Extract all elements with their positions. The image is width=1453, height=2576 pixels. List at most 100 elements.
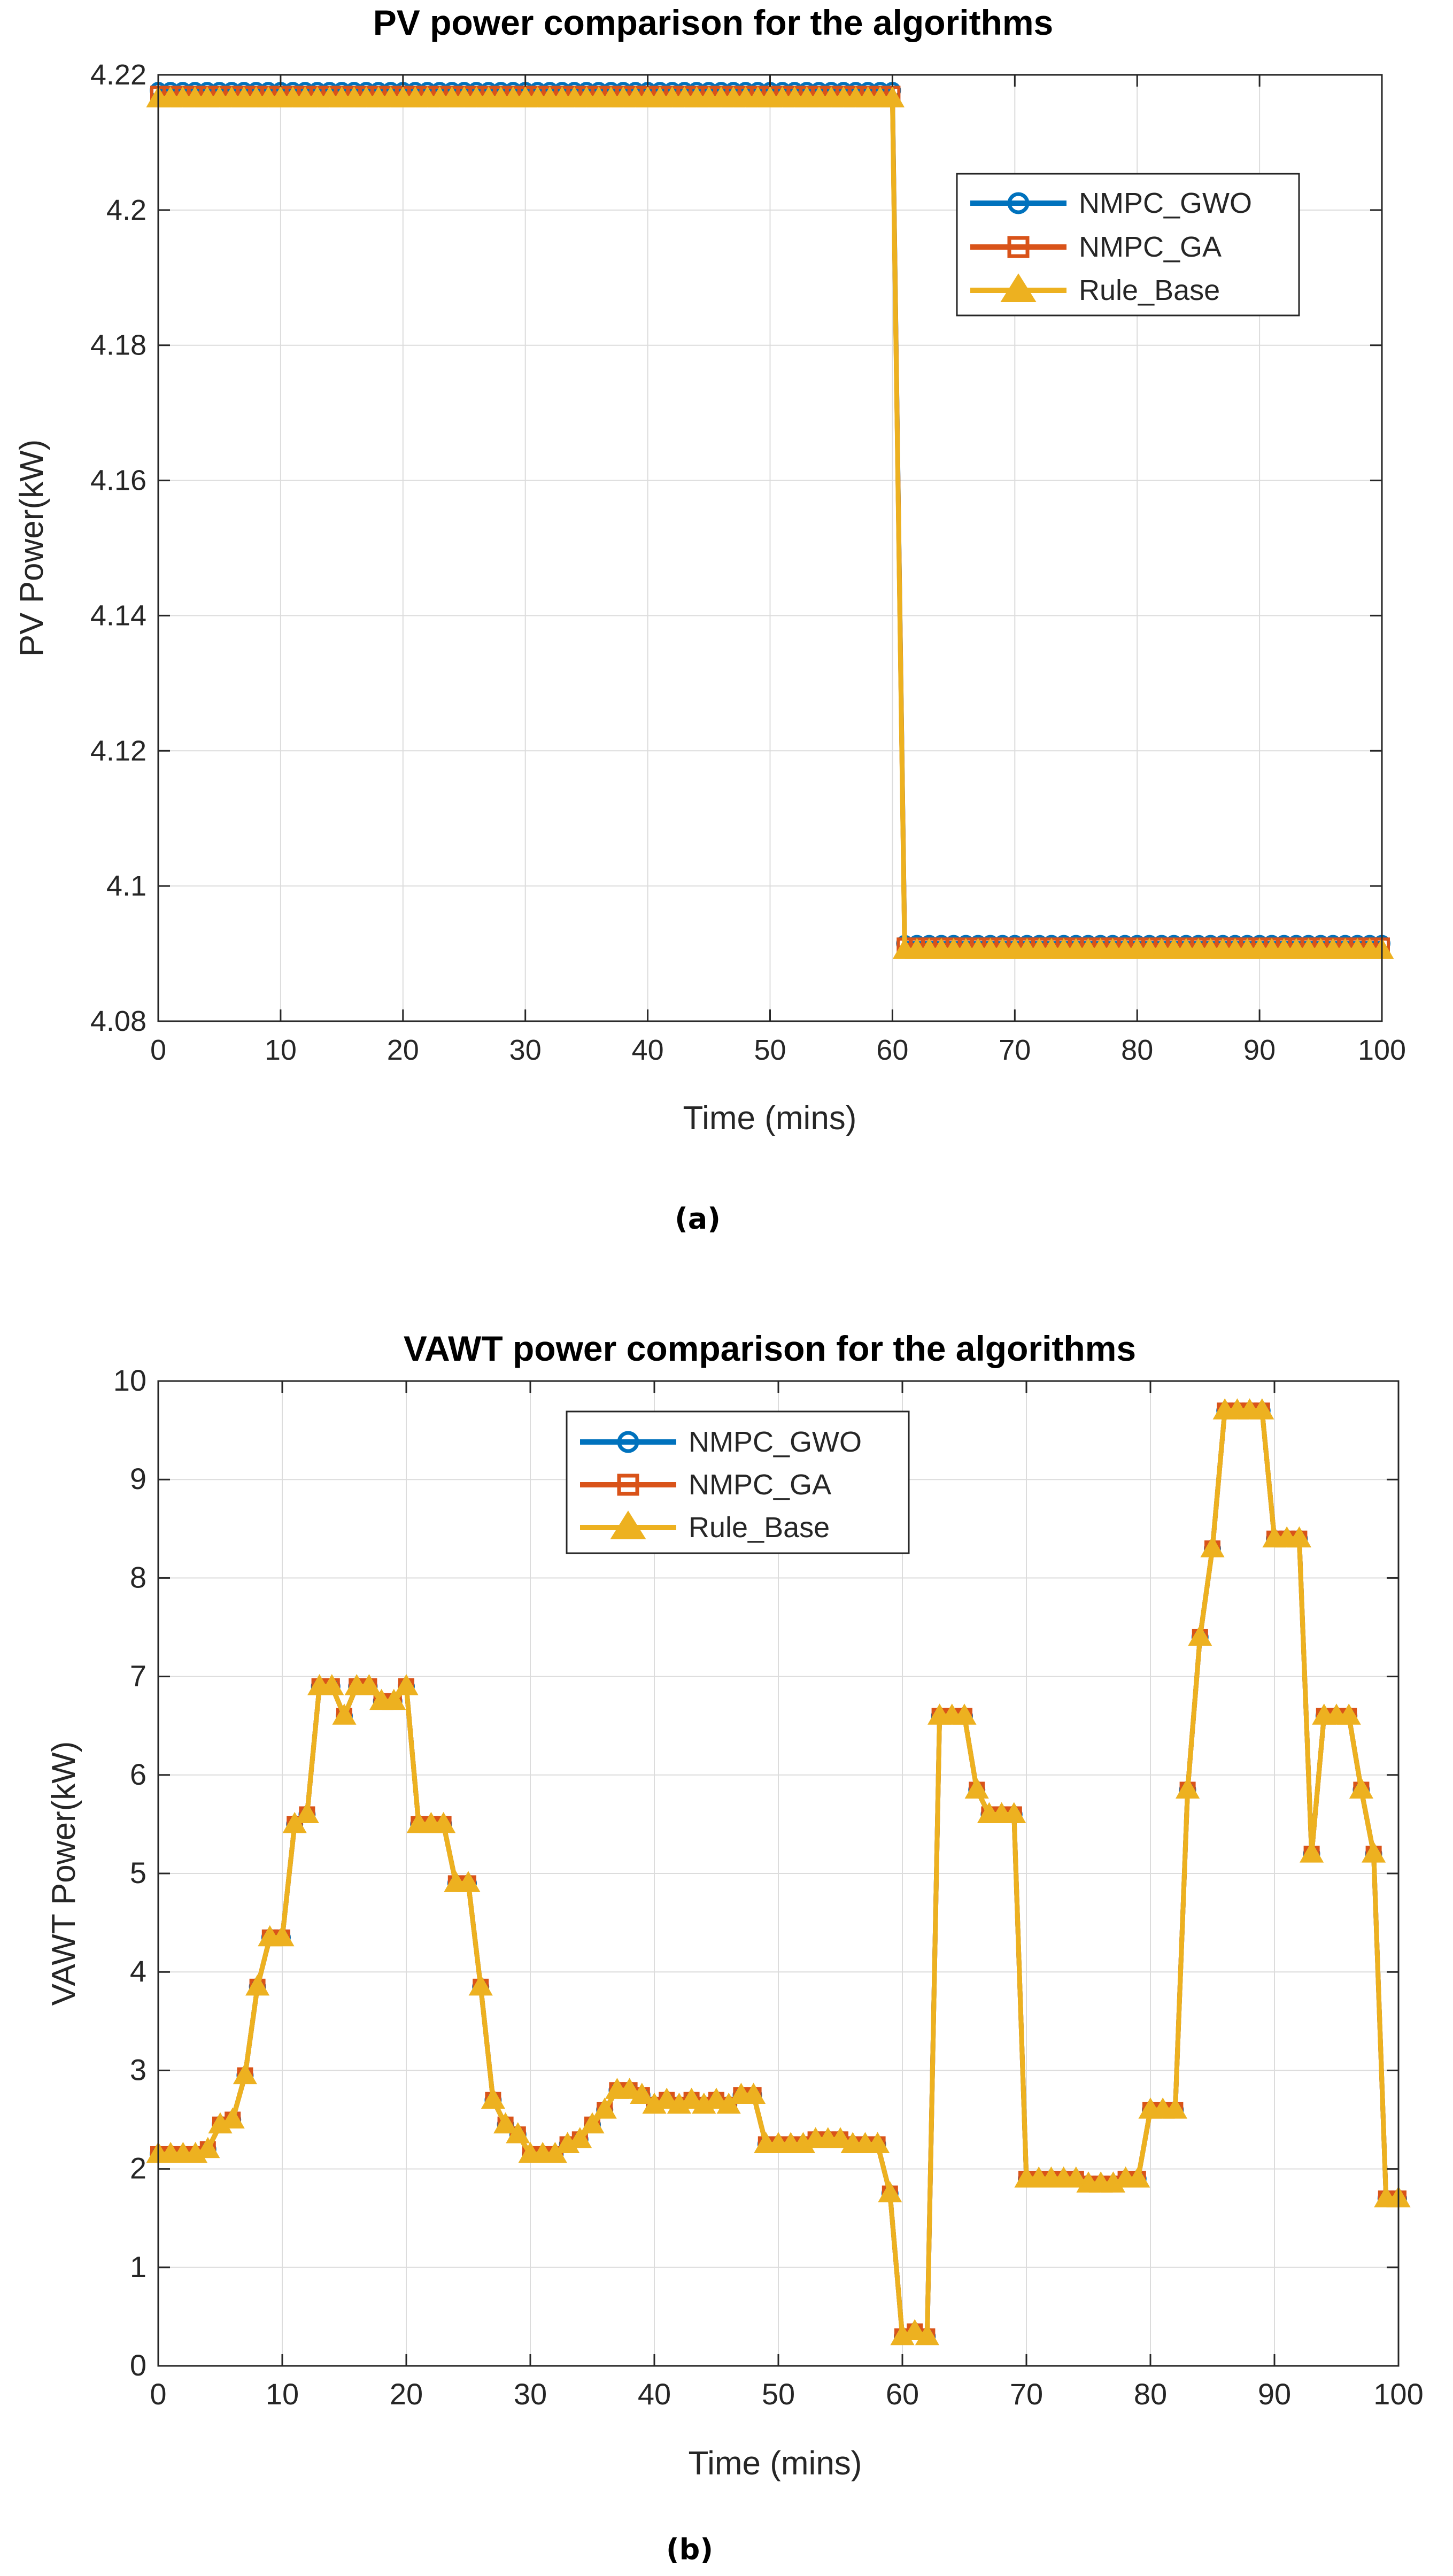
chart-a-title: PV power comparison for the algorithms: [373, 3, 1054, 42]
data-point: [592, 2097, 617, 2119]
y-tick-label: 4.08: [90, 1005, 146, 1037]
y-tick-label: 7: [130, 1659, 146, 1693]
chart-b-ticks: 0 10 20 30 40 50 60 70 80 90 100 0 1 2 3 4 5 6 7 8 9 10: [113, 1363, 1424, 2411]
data-point: [270, 1925, 295, 1947]
data-point: [233, 2063, 257, 2085]
chart-b-title: VAWT power comparison for the algorithms: [404, 1329, 1136, 1368]
x-tick-label: 70: [999, 1034, 1031, 1066]
y-tick-label: 6: [130, 1757, 146, 1791]
x-tick-label: 20: [387, 1034, 419, 1066]
data-point: [952, 1703, 977, 1725]
legend-b-label-nmpc-ga: NMPC_GA: [689, 1469, 831, 1501]
data-point: [332, 1703, 357, 1725]
legend-a-label-rule-base: Rule_Base: [1079, 274, 1220, 306]
data-point: [902, 2319, 927, 2341]
chart-b-legend: NMPC_GWO NMPC_GA Rule_Base: [566, 1410, 910, 1554]
data-point: [456, 1871, 481, 1892]
x-tick-label: 100: [1358, 1034, 1406, 1066]
x-tick-label: 40: [632, 1034, 664, 1066]
y-tick-label: 2: [130, 2151, 146, 2185]
chart-a-panel-label: (a): [675, 1202, 721, 1236]
legend-a-entry-rule-base: Rule_Base: [970, 273, 1220, 306]
x-tick-label: 90: [1243, 1034, 1276, 1066]
legend-b-entry-rule-base: Rule_Base: [580, 1510, 830, 1544]
legend-b-label-rule-base: Rule_Base: [689, 1511, 830, 1544]
x-tick-label: 30: [509, 1034, 542, 1066]
x-tick-label: 100: [1373, 2377, 1423, 2411]
data-point: [382, 1688, 406, 1710]
x-tick-label: 50: [762, 2377, 795, 2411]
legend-a-entry-nmpc-ga: NMPC_GA: [970, 231, 1222, 263]
data-point: [493, 2112, 518, 2134]
y-tick-label: 4.14: [90, 599, 146, 631]
y-tick-label: 4.18: [90, 329, 146, 361]
x-tick-label: 60: [886, 2377, 919, 2411]
data-point: [1250, 1398, 1274, 1420]
data-point: [357, 1673, 381, 1695]
x-tick-label: 20: [390, 2377, 423, 2411]
chart-a-xlabel: Time (mins): [683, 1100, 857, 1137]
x-tick-label: 80: [1121, 1034, 1153, 1066]
data-point: [196, 2137, 220, 2158]
legend-b-entry-nmpc-gwo: NMPC_GWO: [580, 1426, 862, 1458]
data-point: [580, 2112, 605, 2134]
x-tick-label: 0: [150, 2377, 166, 2411]
data-point: [880, 86, 905, 107]
chart-a: PV power comparison for the algorithms 0…: [13, 3, 1406, 1236]
data-point: [1300, 1841, 1324, 1863]
chart-a-ylabel: PV Power(kW): [13, 439, 50, 657]
x-tick-label: 80: [1134, 2377, 1167, 2411]
data-point: [915, 2324, 939, 2346]
legend-a-circle-marker: [1007, 192, 1030, 214]
data-point: [617, 2078, 642, 2099]
legend-a-square-marker: [1007, 236, 1030, 258]
legend-b-circle-marker: [617, 1431, 639, 1453]
x-tick-label: 10: [266, 2377, 299, 2411]
chart-a-series: [146, 82, 1394, 959]
x-tick-label: 60: [876, 1034, 908, 1066]
data-point: [568, 2127, 592, 2148]
legend-a-label-nmpc-gwo: NMPC_GWO: [1079, 187, 1252, 219]
data-point: [630, 2083, 654, 2104]
data-point: [468, 1974, 493, 1996]
y-tick-label: 4.22: [90, 59, 146, 91]
data-point: [394, 1673, 419, 1695]
series-rule-base: [146, 86, 1394, 959]
chart-b-panel-label: (b): [666, 2533, 713, 2566]
data-point: [1349, 1777, 1373, 1799]
data-point: [431, 1811, 456, 1833]
data-point: [1176, 1777, 1200, 1799]
legend-a-triangle-marker: [1000, 273, 1037, 302]
legend-b-label-nmpc-gwo: NMPC_GWO: [689, 1426, 862, 1458]
series-rule-base: [146, 1398, 1411, 2346]
y-tick-label: 0: [130, 2348, 146, 2382]
x-tick-label: 10: [265, 1034, 297, 1066]
y-tick-label: 8: [130, 1560, 146, 1594]
chart-b: VAWT power comparison for the algorithms…: [45, 1329, 1424, 2566]
data-point: [1064, 2166, 1088, 2188]
data-point: [679, 2087, 704, 2109]
x-tick-label: 40: [638, 2377, 671, 2411]
legend-a-label-nmpc-ga: NMPC_GA: [1079, 231, 1222, 263]
y-tick-label: 5: [130, 1856, 146, 1889]
y-tick-label: 4.16: [90, 465, 146, 497]
data-point: [865, 2132, 890, 2154]
data-point: [654, 2087, 679, 2109]
x-tick-label: 30: [514, 2377, 547, 2411]
legend-b-entry-nmpc-ga: NMPC_GA: [580, 1469, 831, 1501]
chart-b-ylabel: VAWT Power(kW): [45, 1741, 82, 2006]
data-point: [220, 2107, 245, 2128]
chart-b-series: [146, 1398, 1411, 2346]
x-tick-label: 70: [1010, 2377, 1043, 2411]
data-point: [1188, 1624, 1212, 1646]
data-point: [245, 1974, 270, 1996]
data-point: [1200, 1536, 1225, 1557]
data-point: [1002, 1802, 1026, 1823]
data-point: [878, 2181, 902, 2203]
data-point: [481, 2087, 505, 2109]
chart-b-xlabel: Time (mins): [689, 2445, 862, 2482]
y-tick-label: 1: [130, 2250, 146, 2284]
data-point: [506, 2122, 530, 2143]
data-point: [320, 1673, 344, 1695]
y-tick-label: 4.1: [106, 870, 146, 902]
